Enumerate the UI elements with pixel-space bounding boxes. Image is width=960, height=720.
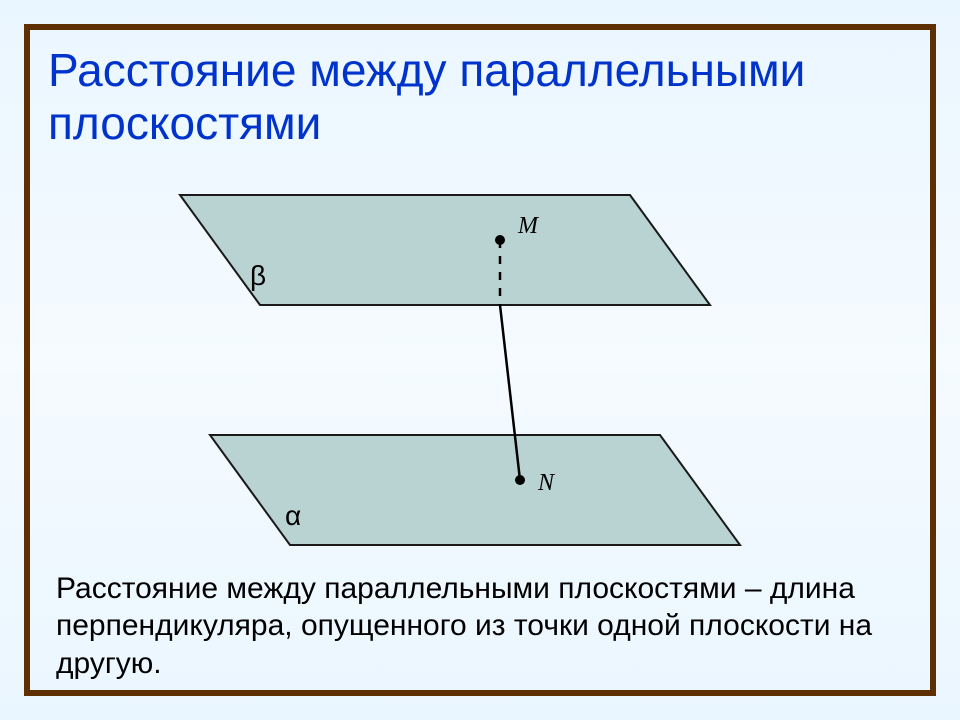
- diagram-svg: M N β α: [150, 175, 790, 575]
- label-beta: β: [250, 260, 266, 291]
- slide-caption: Расстояние между параллельными плоскостя…: [56, 570, 904, 683]
- slide-title: Расстояние между параллельными плоскостя…: [48, 44, 912, 150]
- label-alpha: α: [285, 500, 301, 531]
- label-n: N: [537, 470, 556, 496]
- label-m: M: [517, 213, 540, 239]
- point-n: [515, 475, 525, 485]
- point-m: [495, 235, 505, 245]
- parallel-planes-diagram: M N β α: [150, 175, 790, 575]
